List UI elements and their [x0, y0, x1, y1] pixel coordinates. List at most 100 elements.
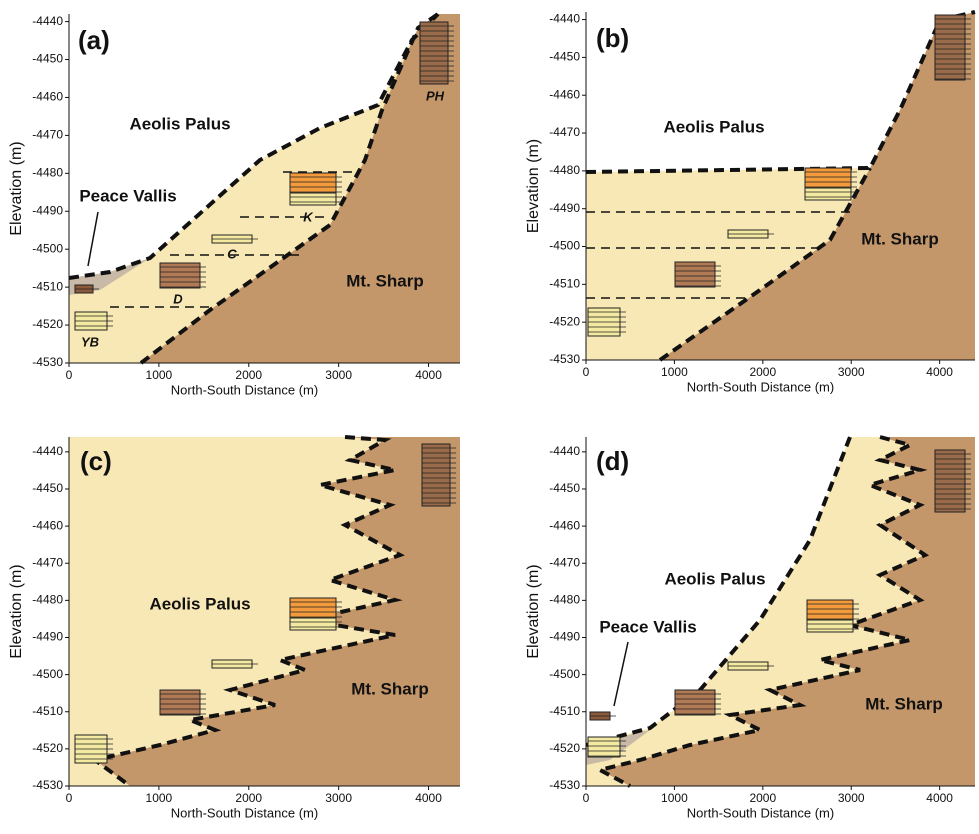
annotation: Peace Vallis [79, 186, 176, 205]
mt-sharp-area [95, 437, 460, 786]
y-tick-label: -4470 [549, 125, 580, 139]
y-tick-label: -4460 [549, 518, 580, 532]
x-tick-label: 3000 [838, 365, 865, 379]
mt-sharp-area [660, 12, 975, 360]
y-tick-label: -4530 [549, 778, 580, 792]
boundary [585, 436, 852, 747]
boundary [90, 435, 405, 788]
y-tick-label: -4520 [32, 741, 63, 755]
panel-label: (a) [78, 25, 110, 55]
annotation: Peace Vallis [599, 617, 696, 636]
x-axis-label: North-South Distance (m) [687, 805, 834, 820]
x-tick-label: 3000 [325, 368, 352, 382]
x-tick-label: 0 [66, 791, 73, 805]
y-tick-label: -4470 [32, 128, 63, 142]
annotation: D [173, 291, 183, 306]
strat-column [421, 443, 451, 507]
panel-label: (d) [596, 446, 629, 476]
x-tick-label: 3000 [838, 791, 865, 805]
x-tick-label: 0 [583, 791, 590, 805]
y-tick-label: -4450 [549, 481, 580, 495]
y-tick-label: -4460 [32, 518, 63, 532]
y-tick-label: -4490 [549, 630, 580, 644]
x-tick-label: 4000 [415, 791, 442, 805]
x-tick-label: 4000 [926, 365, 953, 379]
y-tick-label: -4470 [549, 555, 580, 569]
annotation: Mt. Sharp [351, 679, 428, 698]
x-tick-label: 0 [66, 368, 73, 382]
strat-column [804, 187, 852, 201]
y-tick-label: -4480 [549, 163, 580, 177]
boundary [139, 12, 440, 365]
panel-label: (b) [596, 23, 629, 53]
x-tick-label: 2000 [749, 365, 776, 379]
y-tick-label: -4500 [549, 667, 580, 681]
x-tick-label: 1000 [146, 368, 173, 382]
x-axis-label: North-South Distance (m) [171, 805, 318, 820]
y-tick-label: -4480 [549, 593, 580, 607]
x-tick-label: 4000 [415, 368, 442, 382]
y-tick-label: -4450 [549, 50, 580, 64]
annotation: Aeolis Palus [129, 114, 230, 133]
x-tick-label: 4000 [926, 791, 953, 805]
annotation: PH [426, 88, 445, 103]
y-tick-label: -4490 [549, 201, 580, 215]
strat-column [289, 617, 337, 631]
x-axis-label: North-South Distance (m) [687, 379, 834, 394]
strat-column [804, 167, 852, 189]
y-tick-label: -4500 [549, 239, 580, 253]
annotation: K [303, 209, 314, 224]
boundary [658, 167, 872, 362]
leader [87, 211, 99, 267]
x-tick-label: 1000 [661, 365, 688, 379]
y-tick-label: -4510 [32, 279, 63, 293]
y-tick-label: -4530 [32, 778, 63, 792]
y-axis-label: Elevation (m) [8, 564, 25, 658]
strat-column [934, 14, 966, 81]
annotation: Aeolis Palus [663, 117, 764, 136]
strat-column [419, 21, 449, 85]
y-axis-label: Elevation (m) [525, 139, 542, 233]
y-tick-label: -4460 [32, 90, 63, 104]
y-tick-label: -4440 [549, 444, 580, 458]
annotation: Mt. Sharp [346, 271, 423, 290]
annotation: Aeolis Palus [149, 594, 250, 613]
y-tick-label: -4520 [549, 314, 580, 328]
y-tick-label: -4490 [32, 203, 63, 217]
strat-column [806, 619, 854, 633]
annotation: Mt. Sharp [861, 229, 938, 248]
strat-column [806, 599, 854, 621]
y-tick-label: -4440 [32, 444, 63, 458]
x-tick-label: 3000 [325, 791, 352, 805]
mt-sharp-area [600, 437, 975, 786]
y-tick-label: -4530 [32, 355, 63, 369]
y-tick-label: -4480 [32, 593, 63, 607]
y-tick-label: -4450 [32, 52, 63, 66]
y-tick-label: -4460 [549, 87, 580, 101]
boundary [594, 435, 930, 788]
annotation: YB [81, 334, 99, 349]
y-tick-label: -4510 [32, 704, 63, 718]
y-tick-label: -4530 [549, 352, 580, 366]
y-tick-label: -4500 [32, 667, 63, 681]
strat-column [289, 597, 337, 619]
y-tick-label: -4440 [32, 14, 63, 28]
y-tick-label: -4470 [32, 555, 63, 569]
y-tick-label: -4510 [549, 704, 580, 718]
y-tick-label: -4440 [549, 12, 580, 26]
y-tick-label: -4480 [32, 165, 63, 179]
x-tick-label: 0 [583, 365, 590, 379]
y-tick-label: -4510 [549, 277, 580, 291]
x-tick-label: 2000 [235, 368, 262, 382]
y-tick-label: -4500 [32, 241, 63, 255]
strat-column [587, 736, 621, 758]
y-tick-label: -4490 [32, 630, 63, 644]
annotation: Mt. Sharp [865, 694, 942, 713]
x-tick-label: 1000 [146, 791, 173, 805]
annotation: C [227, 246, 237, 261]
mt-sharp-area [141, 14, 460, 363]
y-axis-label: Elevation (m) [525, 564, 542, 658]
x-tick-label: 2000 [749, 791, 776, 805]
x-axis-label: North-South Distance (m) [171, 382, 318, 397]
x-tick-label: 1000 [661, 791, 688, 805]
